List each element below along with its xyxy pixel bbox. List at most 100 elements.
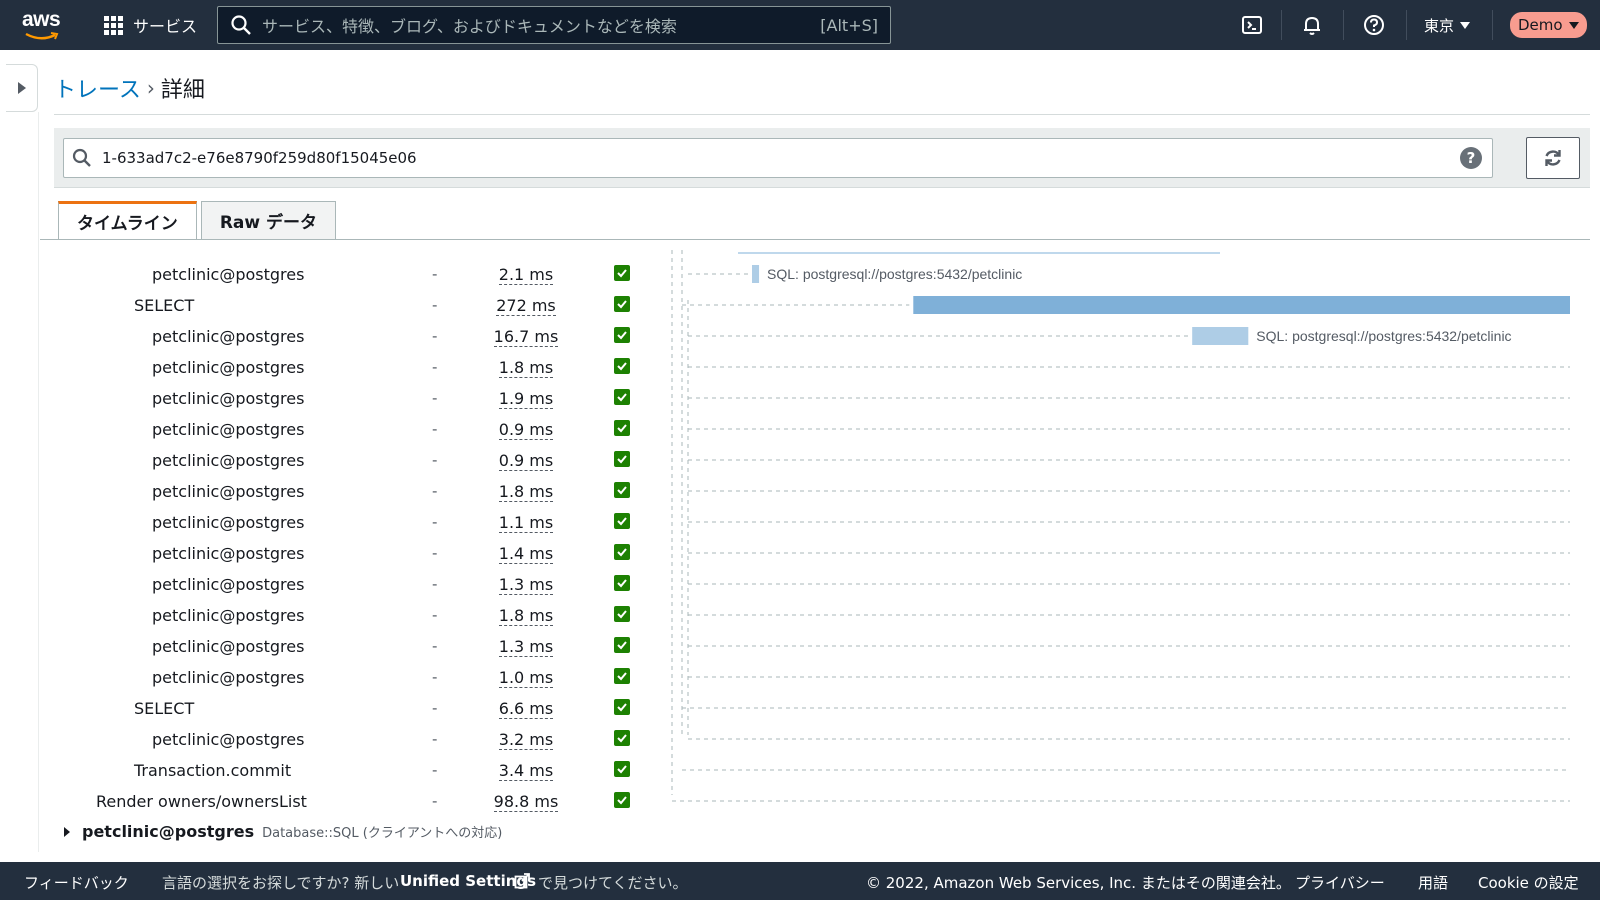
cookie-settings-link[interactable]: Cookie の設定 — [1478, 874, 1579, 892]
privacy-link[interactable]: プライバシー — [1295, 874, 1385, 892]
segment-duration[interactable]: 3.4 ms — [480, 761, 572, 781]
timeline-chart: SQL: postgresql://postgres:5432/petclini… — [671, 250, 1570, 802]
duration-value: 1.0 ms — [498, 668, 554, 688]
timeline-row[interactable]: petclinic@postgres - 1.4 ms — [0, 539, 660, 569]
segment-duration[interactable]: 1.1 ms — [480, 513, 572, 533]
cloudshell-icon[interactable] — [1240, 13, 1264, 37]
timeline-row[interactable]: Render owners/ownersList - 98.8 ms — [0, 787, 660, 817]
global-search-input[interactable]: サービス、特徴、ブログ、およびドキュメントなどを検索 [Alt+S] — [217, 6, 891, 44]
status-ok-icon — [614, 699, 630, 715]
segment-name: petclinic@postgres — [152, 358, 305, 377]
timeline-row[interactable]: petclinic@postgres - 0.9 ms — [0, 415, 660, 445]
timeline-row[interactable]: petclinic@postgres - 1.8 ms — [0, 353, 660, 383]
segment-name: SELECT — [134, 296, 195, 315]
duration-value: 3.4 ms — [498, 761, 554, 781]
segment-duration[interactable]: 3.2 ms — [480, 730, 572, 750]
duration-value: 0.9 ms — [498, 451, 554, 471]
duration-value: 1.8 ms — [498, 606, 554, 626]
segment-duration[interactable]: 16.7 ms — [480, 327, 572, 347]
timeline-row[interactable]: petclinic@postgres - 1.9 ms — [0, 384, 660, 414]
segment-name: petclinic@postgres — [152, 420, 305, 439]
status-ok-icon — [614, 730, 630, 746]
status-ok-icon — [614, 544, 630, 560]
breadcrumb-separator-icon: › — [146, 76, 155, 100]
region-selector[interactable]: 東京 — [1424, 15, 1471, 36]
segment-duration[interactable]: 0.9 ms — [480, 420, 572, 440]
segment-duration[interactable]: 6.6 ms — [480, 699, 572, 719]
segment-response-code: - — [432, 327, 438, 345]
segment-response-code: - — [432, 389, 438, 407]
external-link-icon — [514, 873, 530, 889]
services-menu-button[interactable]: サービス — [104, 13, 197, 37]
collapsed-node-type: Database::SQL (クライアントへの対応) — [262, 826, 503, 841]
duration-value: 272 ms — [496, 296, 556, 316]
nav-divider — [1492, 10, 1493, 40]
status-ok-icon — [614, 296, 630, 312]
segment-name: petclinic@postgres — [152, 389, 305, 408]
segment-name: petclinic@postgres — [152, 730, 305, 749]
segment-duration[interactable]: 1.8 ms — [480, 606, 572, 626]
help-icon[interactable]: ? — [1460, 147, 1482, 169]
search-shortcut: [Alt+S] — [820, 15, 878, 35]
feedback-link[interactable]: フィードバック — [24, 874, 129, 892]
segment-response-code: - — [432, 606, 438, 624]
search-placeholder: サービス、特徴、ブログ、およびドキュメントなどを検索 — [262, 17, 677, 36]
detail-tabs: タイムライン Raw データ — [58, 201, 336, 239]
timeline-row[interactable]: Transaction.commit - 3.4 ms — [0, 756, 660, 786]
unified-settings-link[interactable]: Unified Settings — [400, 872, 537, 890]
segment-duration[interactable]: 1.8 ms — [480, 482, 572, 502]
timeline-row[interactable]: petclinic@postgres - 1.8 ms — [0, 601, 660, 631]
timeline-row[interactable]: petclinic@postgres - 1.1 ms — [0, 508, 660, 538]
timeline-row[interactable]: petclinic@postgres - 1.0 ms — [0, 663, 660, 693]
help-icon[interactable] — [1362, 13, 1386, 37]
side-navigation-toggle[interactable] — [6, 64, 38, 112]
segment-bar — [913, 296, 1570, 314]
segment-name: petclinic@postgres — [152, 606, 305, 625]
timeline-row[interactable]: petclinic@postgres - 16.7 ms — [0, 322, 660, 352]
duration-value: 3.2 ms — [498, 730, 554, 750]
aws-logo[interactable]: aws — [22, 8, 66, 42]
timeline-row[interactable]: petclinic@postgres - 1.3 ms — [0, 632, 660, 662]
account-menu-button[interactable]: Demo — [1510, 12, 1587, 38]
trace-id-input[interactable]: 1-633ad7c2-e76e8790f259d80f15045e06 ? — [63, 138, 1493, 178]
tab-raw-data[interactable]: Raw データ — [200, 201, 336, 239]
segment-duration[interactable]: 0.9 ms — [480, 451, 572, 471]
status-ok-icon — [614, 482, 630, 498]
segment-duration[interactable]: 1.3 ms — [480, 637, 572, 657]
language-suffix: で見つけてください。 — [538, 874, 688, 892]
timeline-row[interactable]: SELECT - 6.6 ms — [0, 694, 660, 724]
status-ok-icon — [614, 575, 630, 591]
breadcrumb-traces-link[interactable]: トレース — [54, 78, 141, 103]
segment-duration[interactable]: 1.9 ms — [480, 389, 572, 409]
refresh-button[interactable] — [1526, 137, 1580, 179]
trace-search-panel: 1-633ad7c2-e76e8790f259d80f15045e06 ? — [54, 128, 1590, 188]
segment-duration[interactable]: 98.8 ms — [480, 792, 572, 812]
bell-icon[interactable] — [1300, 13, 1324, 37]
segment-duration[interactable]: 2.1 ms — [480, 265, 572, 285]
timeline-row[interactable]: petclinic@postgres - 2.1 ms — [0, 260, 660, 290]
tab-timeline[interactable]: タイムライン — [58, 201, 197, 239]
segment-response-code: - — [432, 730, 438, 748]
duration-value: 1.4 ms — [498, 544, 554, 564]
collapsed-node-row[interactable]: petclinic@postgres Database::SQL (クライアント… — [64, 822, 502, 841]
segment-response-code: - — [432, 792, 438, 810]
segment-duration[interactable]: 272 ms — [480, 296, 572, 316]
timeline-row[interactable]: petclinic@postgres - 0.9 ms — [0, 446, 660, 476]
segment-duration[interactable]: 1.8 ms — [480, 358, 572, 378]
segment-duration[interactable]: 1.3 ms — [480, 575, 572, 595]
timeline-row[interactable]: petclinic@postgres - 1.8 ms — [0, 477, 660, 507]
timeline-row[interactable]: petclinic@postgres - 3.2 ms — [0, 725, 660, 755]
segment-name: SELECT — [134, 699, 195, 718]
segment-name: petclinic@postgres — [152, 668, 305, 687]
status-ok-icon — [614, 513, 630, 529]
segment-bar-label: SQL: postgresql://postgres:5432/petclini… — [1256, 328, 1511, 344]
segment-response-code: - — [432, 699, 438, 717]
status-ok-icon — [614, 451, 630, 467]
terms-link[interactable]: 用語 — [1418, 874, 1449, 892]
segment-response-code: - — [432, 761, 438, 779]
segment-duration[interactable]: 1.0 ms — [480, 668, 572, 688]
timeline-row[interactable]: SELECT - 272 ms — [0, 291, 660, 321]
segment-bar — [1192, 327, 1249, 345]
segment-duration[interactable]: 1.4 ms — [480, 544, 572, 564]
timeline-row[interactable]: petclinic@postgres - 1.3 ms — [0, 570, 660, 600]
